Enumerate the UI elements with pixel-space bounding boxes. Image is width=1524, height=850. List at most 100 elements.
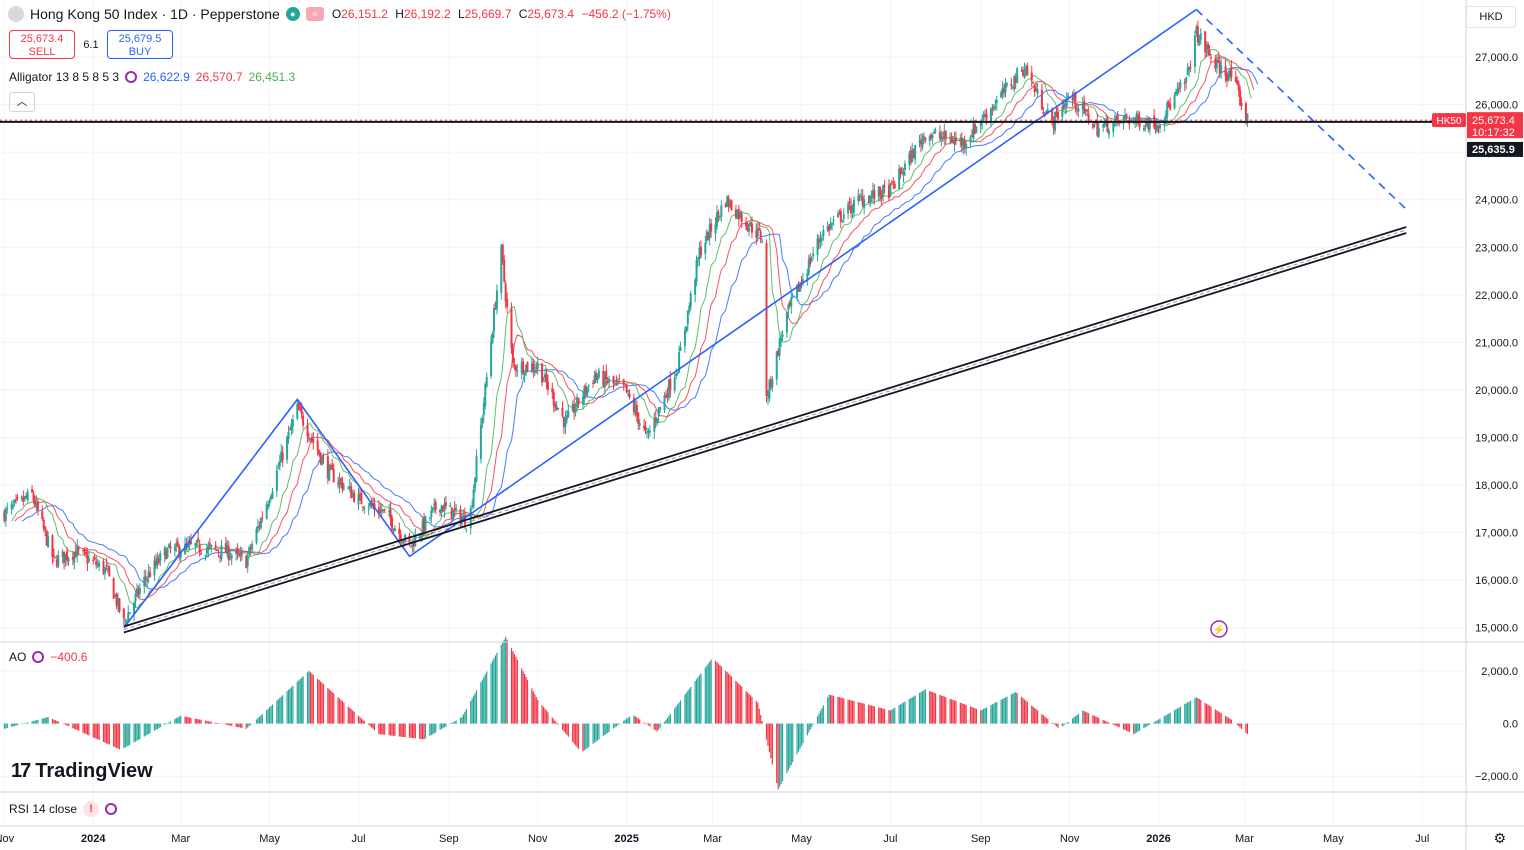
candle-body — [144, 576, 147, 580]
candle-body — [188, 542, 191, 544]
rsi-legend[interactable]: RSI 14 close ! — [9, 801, 123, 817]
candle-body — [189, 540, 192, 544]
candle-body — [1074, 92, 1077, 108]
candle-body — [326, 456, 329, 479]
symbol-title[interactable]: Hong Kong 50 Index · 1D · Pepperstone — [30, 6, 280, 22]
candle-body — [316, 440, 319, 451]
candle-body — [602, 370, 605, 386]
candle-body — [831, 223, 834, 225]
candle-body — [1185, 77, 1188, 83]
candle-body — [954, 137, 957, 142]
candle-body — [567, 411, 570, 417]
drawings[interactable] — [0, 8, 1466, 634]
candle-body — [799, 284, 802, 292]
candle-body — [1204, 31, 1207, 53]
tradingview-logo[interactable]: 17 TradingView — [11, 760, 153, 783]
candle-body — [717, 211, 720, 215]
candle-body — [695, 259, 698, 283]
candle-body — [214, 545, 217, 548]
sell-label: SELL — [28, 46, 56, 58]
candle-body — [622, 379, 625, 386]
candle-body — [944, 130, 947, 140]
candle-body — [127, 612, 130, 622]
candle-body — [605, 370, 608, 380]
candle-body — [612, 376, 615, 384]
refresh-icon[interactable] — [105, 803, 118, 815]
candle-body — [163, 547, 166, 556]
candle-body — [33, 500, 36, 507]
candle-body — [863, 199, 866, 208]
candle-body — [439, 509, 442, 513]
candle-body — [472, 489, 475, 508]
candle-body — [1217, 60, 1220, 63]
candle-body — [634, 407, 637, 414]
candle-body — [338, 479, 341, 486]
trade-panel: 25,673.4 SELL 6.1 25,679.5 BUY — [9, 30, 173, 59]
collapse-legend-button[interactable]: ︿ — [9, 92, 35, 112]
candle-body — [103, 567, 106, 574]
candle-body — [769, 381, 772, 387]
candle-body — [1142, 128, 1145, 131]
gear-icon[interactable]: ⚙ — [1493, 830, 1506, 846]
x-tick-label: Nov — [528, 833, 548, 845]
candle-body — [561, 407, 564, 417]
channel-lower-line — [123, 232, 1407, 634]
candle-body — [829, 223, 832, 229]
candle-body — [909, 150, 912, 164]
candle-body — [726, 196, 729, 207]
candle-body — [1158, 125, 1161, 129]
candle-body — [271, 491, 274, 498]
candle-body — [530, 364, 533, 372]
candle-body — [593, 375, 596, 384]
candle-body — [6, 507, 9, 509]
candle-body — [755, 230, 758, 238]
candle-body — [504, 283, 507, 302]
alligator-legend[interactable]: Alligator 13 8 5 8 5 3 26,622.9 26,570.7… — [9, 70, 295, 84]
y-tick-label: 21,000.0 — [1475, 337, 1518, 349]
buy-button[interactable]: 25,679.5 BUY — [107, 30, 173, 59]
candle-body — [924, 137, 927, 141]
candle-body — [697, 257, 700, 260]
refresh-icon[interactable] — [32, 651, 45, 663]
candle-body — [114, 595, 117, 597]
candle-body — [911, 149, 914, 162]
candle-body — [41, 510, 44, 519]
candle-body — [1020, 70, 1023, 72]
data-status-icon[interactable]: ≈ — [305, 7, 324, 21]
candle-body — [428, 517, 431, 519]
candle-body — [851, 210, 854, 212]
candle-body — [3, 511, 6, 522]
candle-body — [92, 559, 95, 561]
candle-body — [465, 528, 468, 530]
candle-body — [1234, 76, 1237, 82]
candle-body — [1156, 125, 1159, 132]
candle-body — [771, 378, 774, 388]
candle-body — [348, 486, 351, 489]
candle-body — [826, 226, 829, 231]
ao-legend[interactable]: AO −400.6 — [9, 650, 87, 664]
candle-body — [1055, 111, 1058, 114]
candle-body — [689, 293, 692, 308]
candle-body — [134, 594, 137, 602]
candle-body — [839, 210, 842, 222]
candle-body — [434, 501, 437, 510]
sell-button[interactable]: 25,673.4 SELL — [9, 30, 75, 59]
candle-body — [143, 576, 146, 587]
candle-body — [1228, 69, 1231, 77]
candle-body — [358, 493, 361, 495]
buy-price: 25,679.5 — [118, 33, 162, 45]
candle-body — [708, 224, 711, 239]
countdown-label: 10:17:32 — [1472, 127, 1515, 139]
refresh-icon[interactable] — [125, 71, 138, 83]
candle-body — [841, 220, 844, 222]
candle-body — [1125, 114, 1128, 119]
currency-selector[interactable]: HKD — [1466, 6, 1516, 28]
candle-body — [632, 398, 635, 412]
candle-body — [300, 406, 303, 415]
candle-body — [259, 518, 262, 529]
x-tick-label: Jul — [1415, 833, 1429, 845]
open-label: O — [331, 7, 342, 21]
warning-icon[interactable]: ! — [83, 801, 100, 817]
candle-body — [1199, 33, 1202, 40]
